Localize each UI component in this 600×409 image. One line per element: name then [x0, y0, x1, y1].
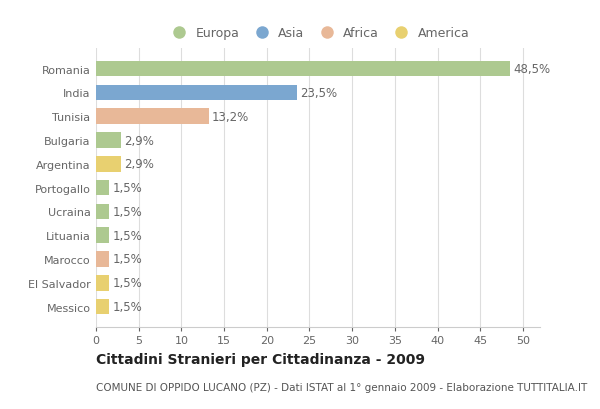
- Bar: [96, 252, 109, 267]
- Bar: [96, 204, 109, 220]
- Text: Cittadini Stranieri per Cittadinanza - 2009: Cittadini Stranieri per Cittadinanza - 2…: [96, 352, 425, 366]
- Bar: [96, 62, 510, 77]
- Text: 1,5%: 1,5%: [112, 229, 142, 242]
- Text: 2,9%: 2,9%: [124, 134, 154, 147]
- Text: 1,5%: 1,5%: [112, 205, 142, 218]
- Bar: [96, 85, 296, 101]
- Bar: [96, 109, 209, 125]
- Text: 1,5%: 1,5%: [112, 182, 142, 195]
- Text: 13,2%: 13,2%: [212, 110, 250, 124]
- Text: COMUNE DI OPPIDO LUCANO (PZ) - Dati ISTAT al 1° gennaio 2009 - Elaborazione TUTT: COMUNE DI OPPIDO LUCANO (PZ) - Dati ISTA…: [96, 382, 587, 392]
- Text: 1,5%: 1,5%: [112, 300, 142, 313]
- Bar: [96, 228, 109, 243]
- Bar: [96, 275, 109, 291]
- Legend: Europa, Asia, Africa, America: Europa, Asia, Africa, America: [161, 22, 475, 45]
- Text: 1,5%: 1,5%: [112, 253, 142, 266]
- Bar: [96, 133, 121, 148]
- Bar: [96, 299, 109, 315]
- Bar: [96, 157, 121, 172]
- Text: 1,5%: 1,5%: [112, 276, 142, 290]
- Text: 48,5%: 48,5%: [514, 63, 551, 76]
- Text: 23,5%: 23,5%: [300, 87, 337, 100]
- Text: 2,9%: 2,9%: [124, 158, 154, 171]
- Bar: [96, 180, 109, 196]
